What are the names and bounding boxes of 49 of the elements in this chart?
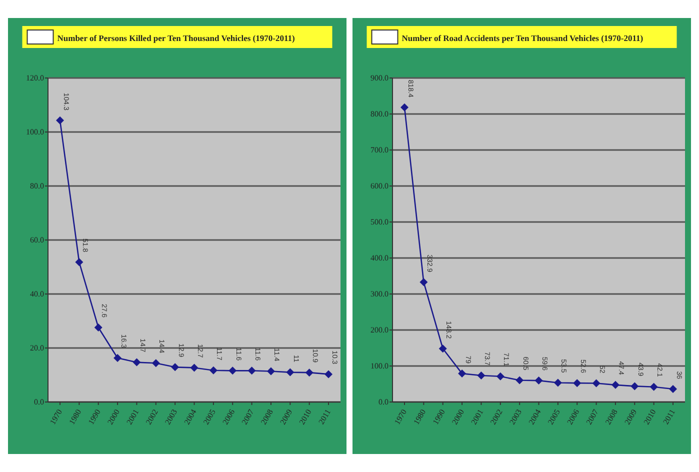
y-tick-label: 500.0 bbox=[370, 218, 388, 227]
point bbox=[573, 379, 582, 388]
point bbox=[496, 372, 504, 380]
y-tick-label: 100.0 bbox=[26, 128, 44, 137]
point bbox=[611, 380, 620, 389]
y-tick-label: 100.0 bbox=[370, 362, 388, 371]
point bbox=[152, 359, 160, 368]
point bbox=[669, 385, 677, 394]
y-tick-label: 600.0 bbox=[370, 182, 388, 191]
point bbox=[420, 278, 428, 286]
point bbox=[650, 382, 658, 391]
point bbox=[534, 376, 543, 385]
point bbox=[324, 370, 332, 378]
y-tick-label: 400.0 bbox=[370, 254, 388, 263]
point bbox=[516, 376, 524, 384]
point bbox=[209, 366, 218, 374]
y-tick-label: 20.0 bbox=[30, 344, 44, 353]
point bbox=[56, 116, 64, 124]
point bbox=[132, 358, 141, 366]
y-tick-label: 40.0 bbox=[30, 290, 44, 299]
chart-title: Number of Road Accidents per Ten Thousand Vehicles (1970-2011) bbox=[402, 33, 644, 43]
point bbox=[477, 371, 486, 380]
point bbox=[228, 366, 237, 375]
point bbox=[305, 368, 314, 377]
y-tick-label: 300.0 bbox=[370, 290, 388, 299]
y-tick-label: 0.0 bbox=[34, 398, 44, 407]
point bbox=[171, 363, 180, 372]
y-tick-label: 700.0 bbox=[370, 146, 388, 155]
point bbox=[630, 382, 639, 390]
point bbox=[75, 258, 84, 266]
point bbox=[554, 378, 562, 387]
point bbox=[190, 364, 198, 372]
y-tick-label: 80.0 bbox=[30, 182, 44, 191]
point bbox=[114, 354, 122, 362]
y-tick-label: 60.0 bbox=[30, 236, 44, 245]
y-tick-label: 900.0 bbox=[370, 74, 388, 83]
point bbox=[400, 103, 408, 112]
y-tick-label: 800.0 bbox=[370, 110, 388, 119]
point bbox=[94, 323, 102, 332]
y-tick-label: 120.0 bbox=[26, 74, 44, 83]
point bbox=[286, 368, 294, 376]
point bbox=[266, 367, 275, 376]
point bbox=[438, 344, 447, 353]
point bbox=[458, 370, 466, 378]
chart-title: Number of Persons Killed per Ten Thousand Vehicles (1970-2011) bbox=[57, 33, 295, 43]
point bbox=[248, 366, 256, 375]
y-tick-label: 200.0 bbox=[370, 326, 388, 335]
y-tick-label: 0.0 bbox=[378, 398, 388, 407]
point bbox=[592, 379, 600, 388]
